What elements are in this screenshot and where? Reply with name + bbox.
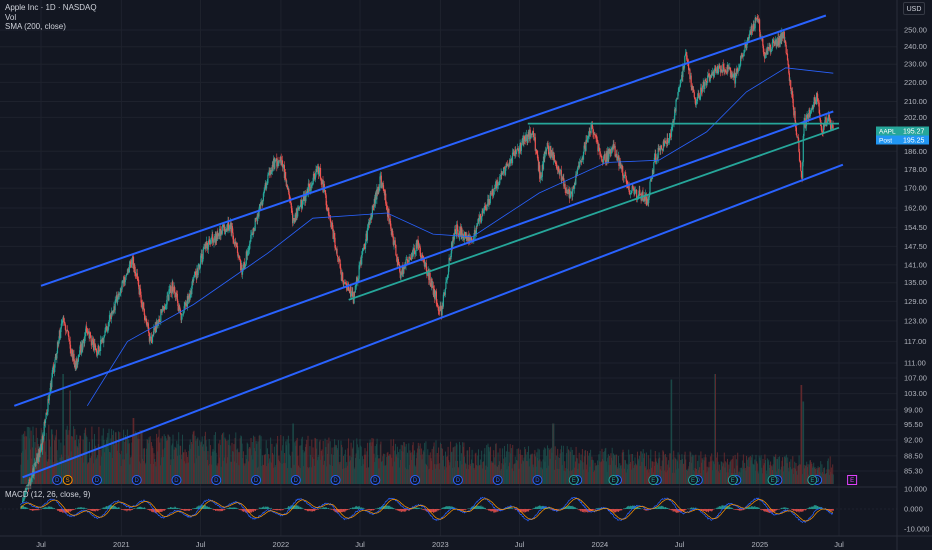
time-tick-label: Jul	[36, 540, 46, 549]
time-tick-label: Jul	[675, 540, 685, 549]
svg-text:D: D	[535, 478, 540, 484]
price-tick-label: 202.00	[904, 113, 927, 122]
svg-text:D: D	[333, 478, 338, 484]
trendline-group[interactable]	[13, 14, 844, 479]
channel-upper-line[interactable]	[40, 14, 827, 287]
svg-text:D: D	[775, 478, 780, 484]
volume-bars	[20, 374, 834, 484]
svg-text:D: D	[456, 478, 461, 484]
price-tick-label: 95.50	[904, 420, 923, 429]
svg-text:E: E	[810, 478, 814, 484]
svg-text:D: D	[135, 478, 140, 484]
price-tick-label: 99.00	[904, 405, 923, 414]
price-tick-label: 147.50	[904, 242, 927, 251]
price-tick-label: 103.00	[904, 389, 927, 398]
time-tick-label: Jul	[515, 540, 525, 549]
price-tick-label: 107.00	[904, 374, 927, 383]
time-axis[interactable]: Jul 2021 Jul 2022 Jul 2023 Jul 2024 Jul 2025 Jul	[36, 540, 844, 549]
time-tick-label: Jul	[196, 540, 206, 549]
svg-text:E: E	[651, 478, 655, 484]
price-tick-label: 178.00	[904, 165, 927, 174]
svg-text:D: D	[413, 478, 418, 484]
price-tick-label: 210.00	[904, 97, 927, 106]
channel-middle-line[interactable]	[13, 110, 834, 407]
svg-text:E: E	[691, 478, 695, 484]
time-tick-label: Jul	[834, 540, 844, 549]
price-tick-label: 250.00	[904, 26, 927, 35]
last-price-badge: AAPL 195.27	[876, 126, 929, 136]
price-tick-label: 220.00	[904, 78, 927, 87]
svg-text:S: S	[66, 478, 70, 484]
price-tick-label: 135.00	[904, 278, 927, 287]
price-tick-label: 123.00	[904, 316, 927, 325]
macd-legend[interactable]: MACD (12, 26, close, 9)	[5, 490, 91, 499]
macd-tick-label: -10.000	[904, 525, 929, 534]
macd-pane	[0, 496, 897, 524]
svg-text:D: D	[214, 478, 219, 484]
event-markers[interactable]: DDDDDDDDDDDDDDDDDDDDEEEEEEESE	[52, 475, 858, 485]
svg-text:D: D	[294, 478, 299, 484]
svg-text:D: D	[696, 478, 701, 484]
post-market-badge: Post 195.25	[876, 135, 929, 145]
channel-lower-line[interactable]	[22, 163, 844, 479]
support-line[interactable]	[348, 126, 840, 301]
price-tick-label: 230.00	[904, 60, 927, 69]
sma-200-line	[86, 67, 834, 407]
volume-legend[interactable]: Vol	[5, 13, 17, 22]
price-tick-label: 141.00	[904, 260, 927, 269]
macd-tick-label: 0.000	[904, 505, 923, 514]
price-tick-label: 162.00	[904, 203, 927, 212]
price-tick-label: 240.00	[904, 42, 927, 51]
svg-text:E: E	[572, 478, 576, 484]
time-tick-label: 2021	[113, 540, 130, 549]
time-tick-label: Jul	[355, 540, 365, 549]
price-tick-label: 186.00	[904, 147, 927, 156]
svg-text:D: D	[174, 478, 179, 484]
svg-text:D: D	[815, 478, 820, 484]
symbol-legend[interactable]: Apple Inc · 1D · NASDAQ	[5, 3, 97, 12]
time-tick-label: 2025	[752, 540, 769, 549]
time-tick-label: 2024	[592, 540, 609, 549]
svg-text:D: D	[95, 478, 100, 484]
time-tick-label: 2023	[432, 540, 449, 549]
currency-button[interactable]: USD	[903, 2, 925, 15]
macd-axis[interactable]: 10.000 0.000 -10.000	[904, 485, 929, 534]
time-tick-label: 2022	[273, 540, 290, 549]
svg-text:E: E	[850, 478, 854, 484]
price-tick-label: 85.30	[904, 467, 923, 476]
price-tick-label: 92.00	[904, 436, 923, 445]
price-tick-label: 154.50	[904, 223, 927, 232]
price-tick-label: 88.50	[904, 451, 923, 460]
svg-text:D: D	[254, 478, 259, 484]
sma-legend[interactable]: SMA (200, close)	[5, 22, 66, 31]
price-tick-label: 111.00	[904, 359, 926, 368]
svg-text:D: D	[496, 478, 501, 484]
svg-text:E: E	[611, 478, 615, 484]
svg-text:E: E	[771, 478, 775, 484]
price-axis[interactable]: 250.00 240.00 230.00 220.00 210.00 202.00 186.…	[904, 26, 927, 476]
svg-text:D: D	[373, 478, 378, 484]
macd-tick-label: 10.000	[904, 485, 927, 494]
price-tick-label: 170.00	[904, 184, 927, 193]
svg-text:E: E	[731, 478, 735, 484]
price-tick-label: 117.00	[904, 337, 926, 346]
svg-text:D: D	[55, 478, 60, 484]
price-tick-label: 129.00	[904, 297, 927, 306]
candlestick-series[interactable]	[22, 14, 834, 503]
